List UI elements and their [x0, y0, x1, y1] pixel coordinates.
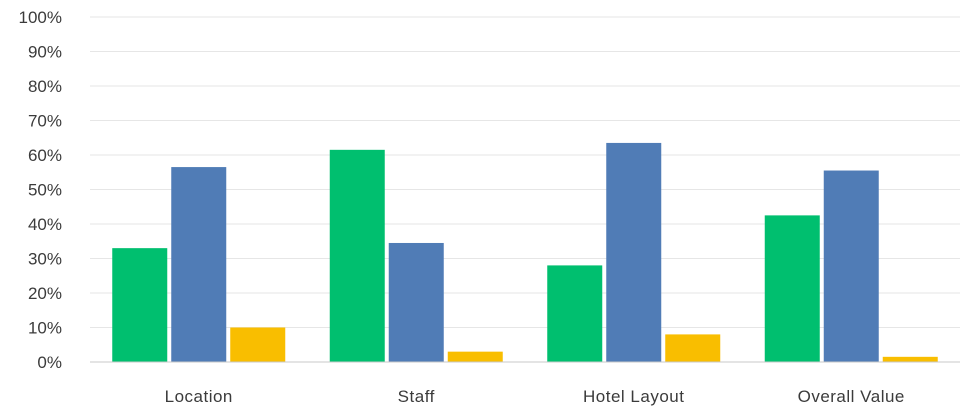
x-category-label: Location: [165, 387, 233, 406]
x-category-label: Staff: [398, 387, 435, 406]
bar-staff-series-2: [388, 242, 444, 362]
x-category-label: Overall Value: [798, 387, 905, 406]
bar-staff-series-3: [447, 351, 503, 362]
y-axis-ticks: 0% 10% 20% 30% 40% 50% 60% 70% 80% 90% 100%: [19, 8, 62, 372]
y-tick-label: 0%: [37, 353, 62, 372]
y-tick-label: 60%: [28, 146, 62, 165]
y-tick-label: 80%: [28, 77, 62, 96]
bar-overall-value-series-3: [882, 356, 938, 362]
x-category-label: Hotel Layout: [583, 387, 684, 406]
y-tick-label: 90%: [28, 43, 62, 62]
bar-hotel-layout-series-3: [665, 334, 721, 362]
y-tick-label: 20%: [28, 284, 62, 303]
y-tick-label: 40%: [28, 215, 62, 234]
x-axis-categories: Location Staff Hotel Layout Overall Value: [165, 387, 905, 406]
y-tick-label: 100%: [19, 8, 62, 27]
y-tick-label: 70%: [28, 112, 62, 131]
y-tick-label: 50%: [28, 181, 62, 200]
bar-overall-value-series-1: [764, 215, 820, 362]
bar-hotel-layout-series-2: [606, 142, 662, 362]
bar-hotel-layout-series-1: [547, 265, 603, 362]
bar-staff-series-1: [329, 149, 385, 362]
bar-location-series-2: [171, 167, 227, 362]
gridlines: [90, 16, 960, 328]
y-tick-label: 10%: [28, 319, 62, 338]
bars: [112, 142, 938, 362]
bar-location-series-3: [230, 327, 286, 362]
bar-overall-value-series-2: [823, 170, 879, 362]
bar-location-series-1: [112, 248, 168, 362]
y-tick-label: 30%: [28, 250, 62, 269]
